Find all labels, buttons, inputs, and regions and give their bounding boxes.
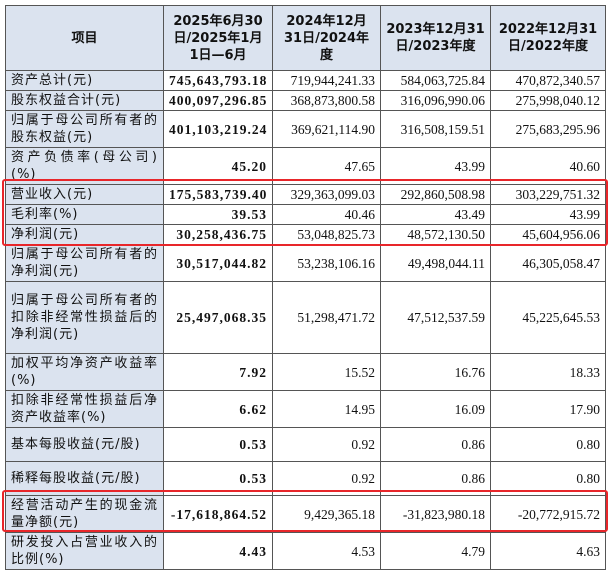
value-cell: 15.52 — [272, 353, 381, 391]
value-cell: 47,512,537.59 — [380, 281, 491, 354]
value-cell: 275,998,040.12 — [490, 90, 606, 111]
table-row: 归属于母公司所有者的净利润(元) 30,517,044.82 53,238,106.… — [5, 244, 606, 282]
value-cell: 16.76 — [380, 353, 491, 391]
value-cell: 49,498,044.11 — [380, 244, 491, 282]
value-cell: 0.86 — [380, 427, 491, 462]
value-cell: 368,873,800.58 — [272, 90, 381, 111]
value-cell: 25,497,068.35 — [163, 281, 273, 354]
header-cell: 项目 — [5, 5, 164, 71]
row-label: 毛利率(%) — [5, 204, 164, 225]
highlight-box — [2, 490, 608, 532]
row-label: 归属于母公司所有者的股东权益(元) — [5, 110, 164, 148]
value-cell: 7.92 — [163, 353, 273, 391]
value-cell: 470,872,340.57 — [490, 70, 606, 91]
header-cell: 2025年6月30日/2025年1月1日—6月 — [163, 5, 273, 71]
value-cell: 292,860,508.98 — [380, 184, 491, 205]
value-cell: 18.33 — [490, 353, 606, 391]
header-cell: 2024年12月31日/2024年度 — [272, 5, 381, 71]
value-cell: 17.90 — [490, 390, 606, 428]
table-row: 研发投入占营业收入的比例(%) 4.43 4.53 4.79 4.63 — [5, 532, 606, 570]
table-row: 资产总计(元) 745,643,793.18 719,944,241.33 584,0… — [5, 70, 606, 91]
header-cell: 2023年12月31日/2023年度 — [380, 5, 491, 71]
value-cell: 51,298,471.72 — [272, 281, 381, 354]
value-cell: 30,517,044.82 — [163, 244, 273, 282]
value-cell: 40.60 — [490, 147, 606, 185]
table-row: 归属于母公司所有者的股东权益(元) 401,103,219.24 369,621,1… — [5, 110, 606, 148]
table-row: 扣除非经常性损益后净资产收益率(%) 6.62 14.95 16.09 17.90 — [5, 390, 606, 428]
value-cell: 4.79 — [380, 532, 491, 570]
value-cell: 275,683,295.96 — [490, 110, 606, 148]
row-label: 基本每股收益(元/股) — [5, 427, 164, 462]
value-cell: 0.80 — [490, 427, 606, 462]
value-cell: 4.43 — [163, 532, 273, 570]
table-row: 股东权益合计(元) 400,097,296.85 368,873,800.58 316… — [5, 90, 606, 111]
value-cell: 53,048,825.73 — [272, 224, 381, 245]
table-row: 归属于母公司所有者的扣除非经常性损益后的净利润(元) 25,497,068.35 5… — [5, 281, 606, 354]
row-label: 净利润(元) — [5, 224, 164, 245]
header-row: 项目 2025年6月30日/2025年1月1日—6月 2024年12月31日/202… — [5, 5, 606, 71]
value-cell: 4.63 — [490, 532, 606, 570]
row-label: 资产总计(元) — [5, 70, 164, 91]
row-label: 稀释每股收益(元/股) — [5, 461, 164, 496]
row-label: 研发投入占营业收入的比例(%) — [5, 532, 164, 570]
value-cell: 6.62 — [163, 390, 273, 428]
value-cell: 53,238,106.16 — [272, 244, 381, 282]
row-label: 归属于母公司所有者的扣除非经常性损益后的净利润(元) — [5, 281, 164, 354]
value-cell: 369,621,114.90 — [272, 110, 381, 148]
table-row: 资产负债率(母公司)(%) 45.20 47.65 43.99 40.60 — [5, 147, 606, 185]
table-row: 毛利率(%) 39.53 40.46 43.49 43.99 — [5, 204, 606, 225]
value-cell: 745,643,793.18 — [163, 70, 273, 91]
table-row: 基本每股收益(元/股) 0.53 0.92 0.86 0.80 — [5, 427, 606, 462]
value-cell: 584,063,725.84 — [380, 70, 491, 91]
row-label: 归属于母公司所有者的净利润(元) — [5, 244, 164, 282]
value-cell: -20,772,915.72 — [490, 495, 606, 533]
table-body: 资产总计(元) 745,643,793.18 719,944,241.33 584,0… — [5, 70, 606, 570]
value-cell: 45,225,645.53 — [490, 281, 606, 354]
value-cell: 0.92 — [272, 427, 381, 462]
value-cell: 14.95 — [272, 390, 381, 428]
value-cell: 316,096,990.06 — [380, 90, 491, 111]
row-label: 股东权益合计(元) — [5, 90, 164, 111]
financial-table: 项目 2025年6月30日/2025年1月1日—6月 2024年12月31日/202… — [5, 5, 606, 570]
value-cell: 316,508,159.51 — [380, 110, 491, 148]
row-label: 扣除非经常性损益后净资产收益率(%) — [5, 390, 164, 428]
value-cell: 400,097,296.85 — [163, 90, 273, 111]
row-label: 营业收入(元) — [5, 184, 164, 205]
value-cell: -31,823,980.18 — [380, 495, 491, 533]
value-cell: 16.09 — [380, 390, 491, 428]
table-row: 净利润(元) 30,258,436.75 53,048,825.73 48,572,1… — [5, 224, 606, 245]
highlight-box — [2, 179, 608, 246]
row-label: 资产负债率(母公司)(%) — [5, 147, 164, 185]
table-row: 加权平均净资产收益率(%) 7.92 15.52 16.76 18.33 — [5, 353, 606, 391]
value-cell: 46,305,058.47 — [490, 244, 606, 282]
row-label: 加权平均净资产收益率(%) — [5, 353, 164, 391]
value-cell: 329,363,099.03 — [272, 184, 381, 205]
value-cell: 401,103,219.24 — [163, 110, 273, 148]
value-cell: 0.53 — [163, 427, 273, 462]
value-cell: 719,944,241.33 — [272, 70, 381, 91]
header-cell: 2022年12月31日/2022年度 — [490, 5, 606, 71]
table-row: 营业收入(元) 175,583,739.40 329,363,099.03 292,8… — [5, 184, 606, 205]
value-cell: 4.53 — [272, 532, 381, 570]
value-cell: 9,429,365.18 — [272, 495, 381, 533]
